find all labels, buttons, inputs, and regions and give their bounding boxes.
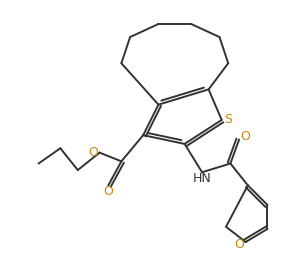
Text: HN: HN: [193, 172, 211, 185]
Text: S: S: [224, 113, 232, 126]
Text: O: O: [88, 146, 98, 159]
Text: O: O: [234, 238, 244, 251]
Text: O: O: [103, 185, 113, 198]
Text: O: O: [241, 130, 251, 143]
